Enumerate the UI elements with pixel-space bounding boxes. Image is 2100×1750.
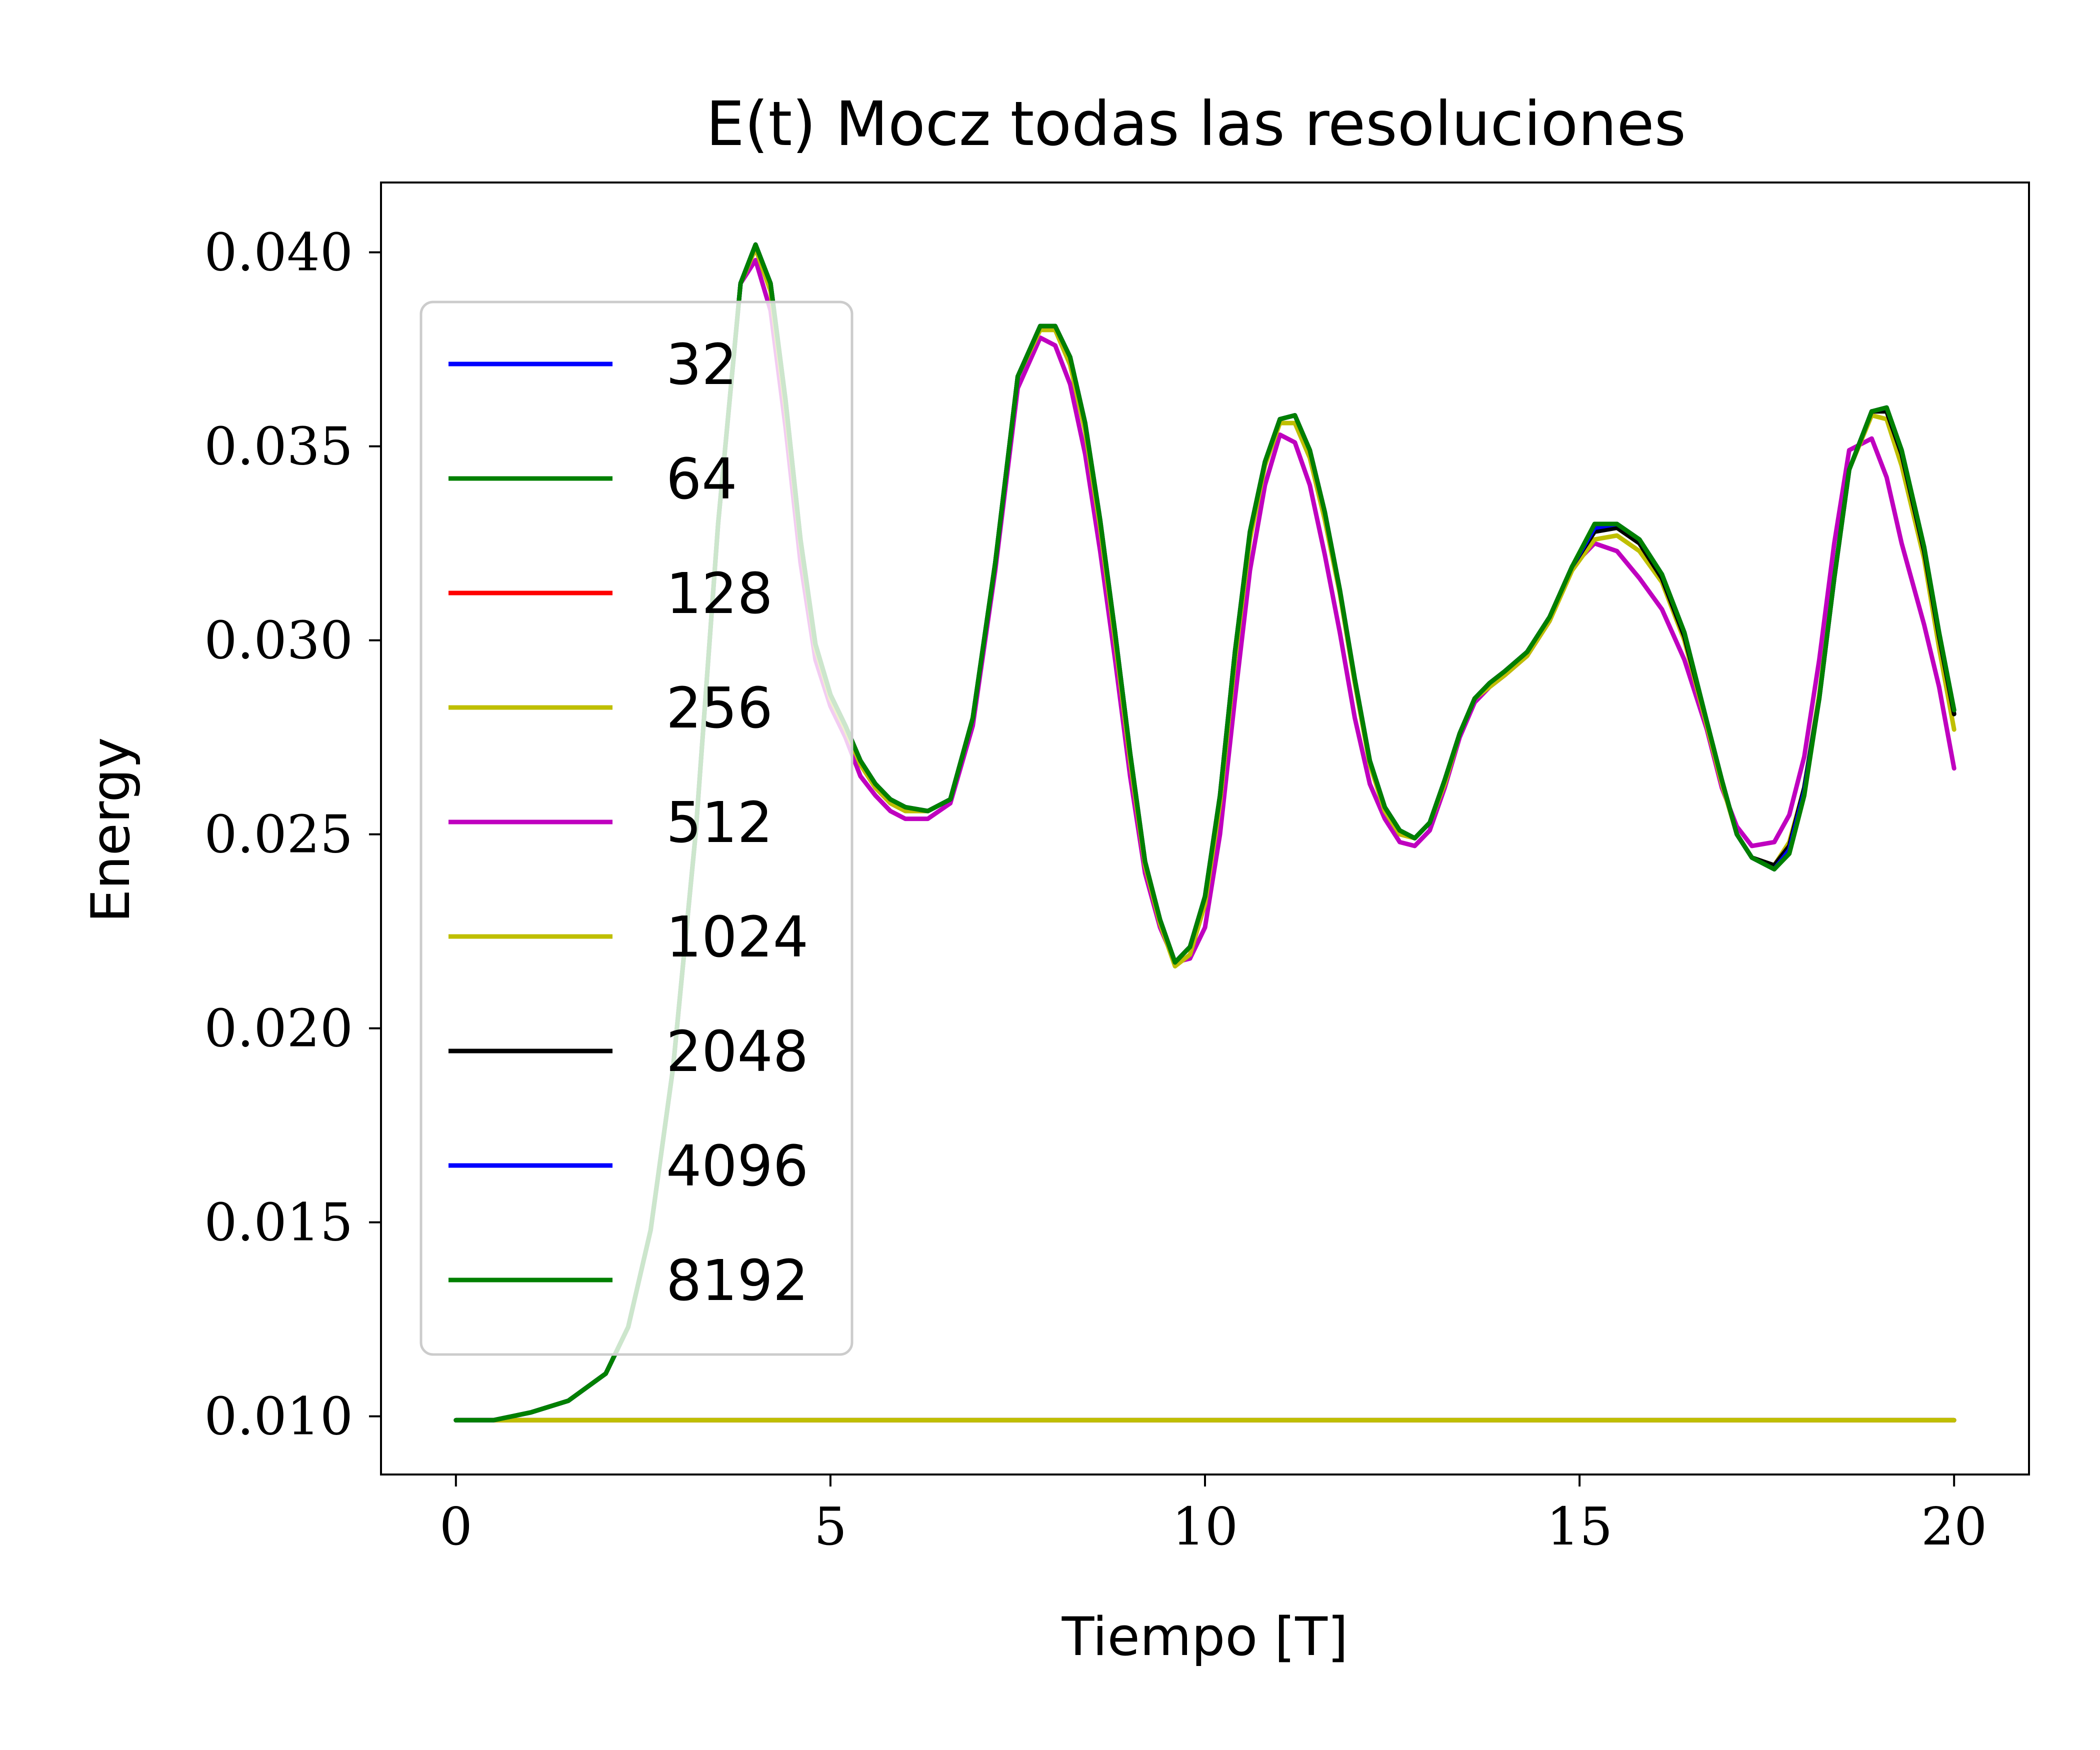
y-tick-label: 0.025 xyxy=(204,804,353,865)
x-tick-label: 10 xyxy=(1172,1496,1238,1557)
y-axis-ticks: 0.010 0.015 0.020 0.025 0.030 0.035 0.040 xyxy=(204,222,381,1447)
x-tick-label: 20 xyxy=(1921,1496,1987,1557)
y-tick-label: 0.015 xyxy=(204,1192,353,1253)
legend-label-32: 32 xyxy=(666,332,738,398)
y-tick-label: 0.040 xyxy=(204,222,353,283)
x-axis-ticks: 0 5 10 15 20 xyxy=(440,1474,1987,1557)
legend-label-128: 128 xyxy=(666,562,773,626)
y-tick-label: 0.010 xyxy=(204,1386,353,1447)
y-tick-label: 0.030 xyxy=(204,610,353,671)
legend: 32 64 128 256 512 1024 2048 4096 8192 xyxy=(420,300,854,1356)
x-tick-label: 15 xyxy=(1546,1496,1612,1557)
legend-label-2048: 2048 xyxy=(666,1020,808,1084)
legend-label-1024: 1024 xyxy=(666,905,808,970)
legend-label-512: 512 xyxy=(666,790,773,856)
y-tick-label: 0.035 xyxy=(204,416,353,477)
x-axis-label: Tiempo [T] xyxy=(1062,1606,1348,1668)
x-tick-label: 5 xyxy=(814,1496,847,1557)
x-tick-label: 0 xyxy=(440,1496,472,1557)
legend-label-64: 64 xyxy=(666,447,738,512)
y-axis-label: Energy xyxy=(80,737,142,922)
legend-box xyxy=(420,300,854,1356)
legend-label-256: 256 xyxy=(666,676,773,741)
legend-label-4096: 4096 xyxy=(666,1134,808,1199)
y-tick-label: 0.020 xyxy=(204,998,353,1059)
legend-label-8192: 8192 xyxy=(666,1248,808,1314)
chart-title: E(t) Mocz todas las resoluciones xyxy=(706,88,1686,160)
